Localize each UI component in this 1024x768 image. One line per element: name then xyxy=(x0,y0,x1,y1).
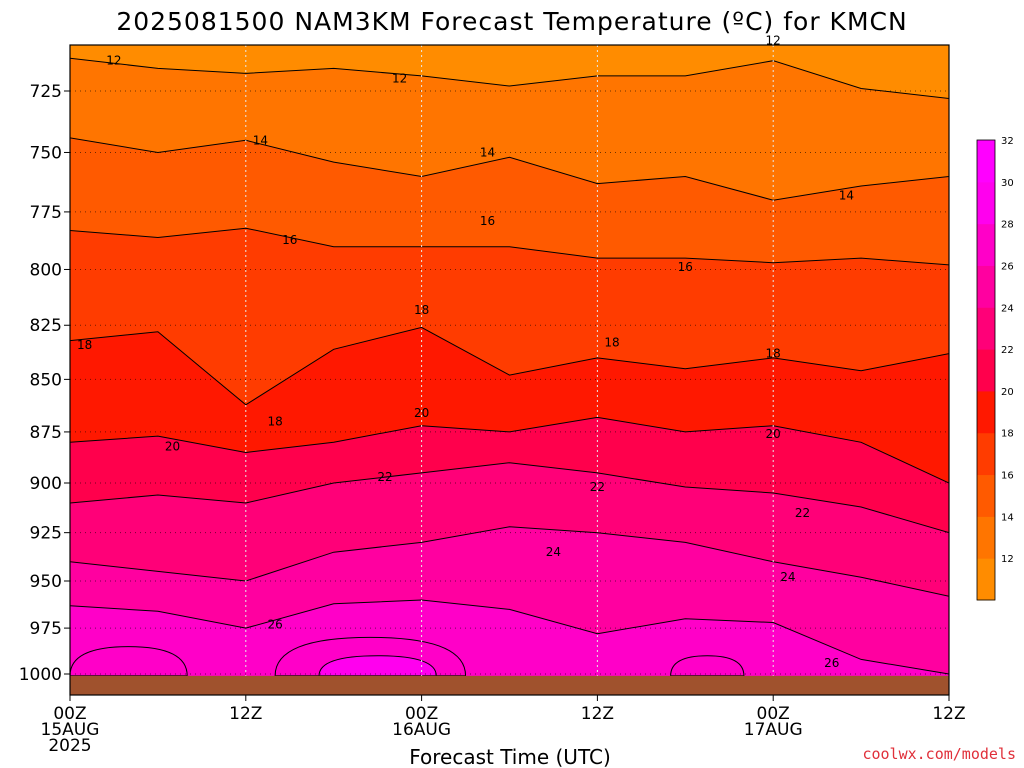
y-tick-label-775: 775 xyxy=(30,203,62,223)
colorbar-swatch-9 xyxy=(977,181,995,225)
contour-label-18: 18 xyxy=(414,303,429,317)
colorbar-label-26: 26 xyxy=(1001,261,1014,272)
contour-label-12: 12 xyxy=(392,71,407,85)
warm-core-2 xyxy=(318,655,437,677)
y-tick-label-900: 900 xyxy=(30,474,62,494)
contour-label-24: 24 xyxy=(546,545,561,559)
contour-label-16: 16 xyxy=(678,260,693,274)
colorbar-swatch-5 xyxy=(977,349,995,392)
x-tick-label-0-1: 00Z xyxy=(53,704,86,724)
x-axis-label: Forecast Time (UTC) xyxy=(409,745,611,768)
colorbar-label-16: 16 xyxy=(1001,471,1014,482)
colorbar-label-32: 32 xyxy=(1001,136,1014,147)
y-tick-label-725: 725 xyxy=(30,82,62,102)
x-tick-label-0-2: 15AUG xyxy=(41,720,100,740)
colorbar-frame xyxy=(976,139,996,601)
x-tick-label-12-1: 12Z xyxy=(229,704,262,724)
colorbar-swatch-6 xyxy=(977,307,995,350)
contour-label-12: 12 xyxy=(106,54,121,68)
colorbar-label-22: 22 xyxy=(1001,345,1014,356)
y-tick-label-750: 750 xyxy=(30,143,62,163)
contour-label-14: 14 xyxy=(480,145,495,159)
isotherm-lines xyxy=(70,57,949,675)
colorbar-label-12: 12 xyxy=(1001,554,1014,565)
colorbar-swatch-3 xyxy=(977,432,995,476)
contour-label-16: 16 xyxy=(480,214,495,228)
credit-text: coolwx.com/models xyxy=(862,745,1016,763)
contour-labels: 12 12 12 14 14 14 16 16 16 18 18 18 18 18 20 20 20 22 22 22… xyxy=(77,33,854,670)
ground-surface xyxy=(70,675,949,695)
contour-label-26: 26 xyxy=(824,656,839,670)
isotherm-12 xyxy=(70,57,949,99)
colorbar-swatch-7 xyxy=(977,265,995,308)
isotherm-24 xyxy=(70,526,949,597)
y-tick-label-850: 850 xyxy=(30,370,62,390)
contour-label-20: 20 xyxy=(766,427,781,441)
warm-core-0 xyxy=(70,646,188,677)
colorbar-swatch-1 xyxy=(977,516,995,559)
contour-label-24: 24 xyxy=(780,570,795,584)
y-tick-label-875: 875 xyxy=(30,423,62,443)
contour-label-18: 18 xyxy=(77,338,92,352)
x-tick-label-60-1: 12Z xyxy=(932,704,965,724)
y-axis: 725 750 775 800 825 850 875 900 925 950 975 1000 xyxy=(19,82,70,685)
isotherm-16 xyxy=(70,227,949,266)
contour-label-12: 12 xyxy=(766,33,781,47)
colorbar-label-24: 24 xyxy=(1001,303,1014,314)
plot-frame xyxy=(69,44,950,696)
contour-label-14: 14 xyxy=(839,188,854,202)
contour-label-18: 18 xyxy=(766,347,781,361)
contour-label-14: 14 xyxy=(253,133,268,147)
colorbar-swatch-0 xyxy=(977,558,995,601)
contour-label-22: 22 xyxy=(795,506,810,520)
colorbar-label-18: 18 xyxy=(1001,429,1014,440)
contour-label-22: 22 xyxy=(590,480,605,494)
colorbar-label-20: 20 xyxy=(1001,387,1014,398)
colorbar-swatch-8 xyxy=(977,223,995,266)
chart-title: 2025081500 NAM3KM Forecast Temperature (… xyxy=(116,7,907,36)
x-tick-label-36-1: 12Z xyxy=(581,704,614,724)
x-tick-label-48-1: 00Z xyxy=(757,704,790,724)
x-tick-label-24-2: 16AUG xyxy=(392,720,451,740)
contour-label-20: 20 xyxy=(165,439,180,453)
warm-core-3 xyxy=(670,655,745,677)
colorbar-label-28: 28 xyxy=(1001,220,1014,231)
contour-label-18: 18 xyxy=(604,336,619,350)
isotherm-18 xyxy=(70,326,949,406)
colorbar-label-30: 30 xyxy=(1001,178,1014,189)
contour-label-20: 20 xyxy=(414,406,429,420)
contour-label-26: 26 xyxy=(267,617,282,631)
plot-area: 12 12 12 14 14 14 16 16 16 18 18 18 18 18 20 20 20 22 22 22… xyxy=(69,33,950,696)
contour-label-16: 16 xyxy=(282,233,297,247)
y-tick-label-1000: 1000 xyxy=(19,665,62,685)
contour-label-22: 22 xyxy=(377,470,392,484)
isotherm-20 xyxy=(70,416,949,484)
y-tick-label-950: 950 xyxy=(30,572,62,592)
isotherm-22 xyxy=(70,462,949,534)
colorbar-swatch-4 xyxy=(977,390,995,434)
y-tick-label-925: 925 xyxy=(30,524,62,544)
contour-label-18: 18 xyxy=(267,415,282,429)
y-tick-label-825: 825 xyxy=(30,316,62,336)
colorbar-legend: 12 14 16 18 20 22 24 26 28 30 32 xyxy=(976,136,1014,601)
y-tick-label-800: 800 xyxy=(30,260,62,280)
x-tick-label-48-2: 17AUG xyxy=(744,720,803,740)
y-tick-label-975: 975 xyxy=(30,619,62,639)
colorbar-swatch-2 xyxy=(977,474,995,517)
isotherm-14 xyxy=(70,137,949,201)
colorbar-swatch-10 xyxy=(977,140,995,183)
temperature-bands xyxy=(70,45,949,695)
isotherm-26 xyxy=(70,599,949,675)
x-tick-label-24-1: 00Z xyxy=(405,704,438,724)
colorbar-label-14: 14 xyxy=(1001,512,1014,523)
x-tick-label-0-3: 2025 xyxy=(48,736,91,756)
